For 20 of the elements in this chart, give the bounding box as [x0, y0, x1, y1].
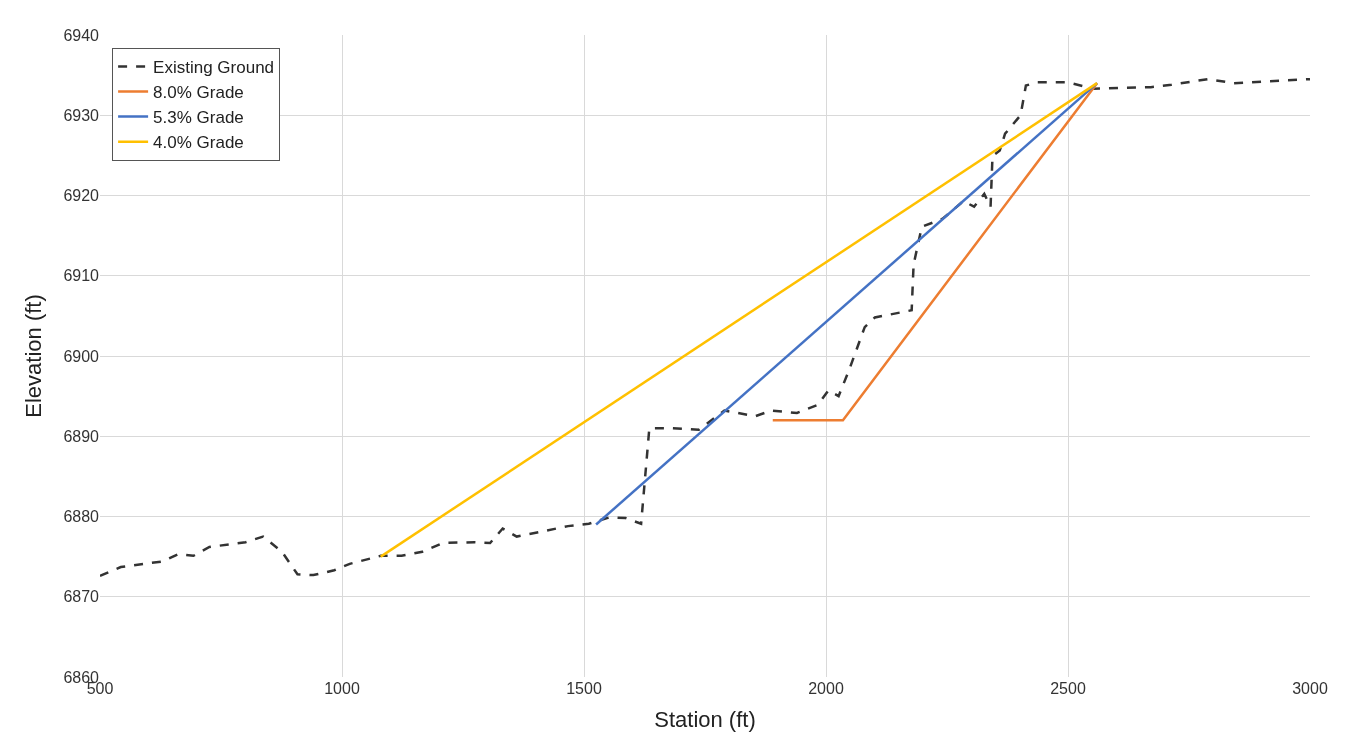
y-tick-label: 6890: [63, 427, 100, 445]
y-axis-title: Elevation (ft): [21, 294, 47, 418]
y-tick-label: 6900: [63, 347, 100, 365]
y-tick-label: 6870: [63, 588, 100, 606]
x-axis-title: Station (ft): [654, 706, 756, 732]
x-tick-label: 1500: [566, 680, 602, 697]
y-tick-label: 6910: [63, 267, 100, 285]
line-series: [100, 77, 1310, 578]
y-tick-label: 6920: [63, 187, 100, 205]
legend-label: Existing Ground: [153, 58, 275, 78]
y-tick-label: 6880: [63, 508, 100, 526]
y-tick-label: 6930: [63, 106, 100, 124]
x-tick-label: 1000: [324, 680, 360, 697]
legend-label: 4.0% Grade: [153, 133, 244, 153]
x-tick-label: 2000: [808, 680, 844, 697]
x-tick-label: 2500: [1050, 680, 1086, 697]
legend-label: 5.3% Grade: [153, 108, 244, 128]
legend-label: 8.0% Grade: [153, 83, 244, 103]
x-tick-label: 3000: [1292, 680, 1328, 697]
y-tick-label: 6940: [63, 26, 100, 44]
